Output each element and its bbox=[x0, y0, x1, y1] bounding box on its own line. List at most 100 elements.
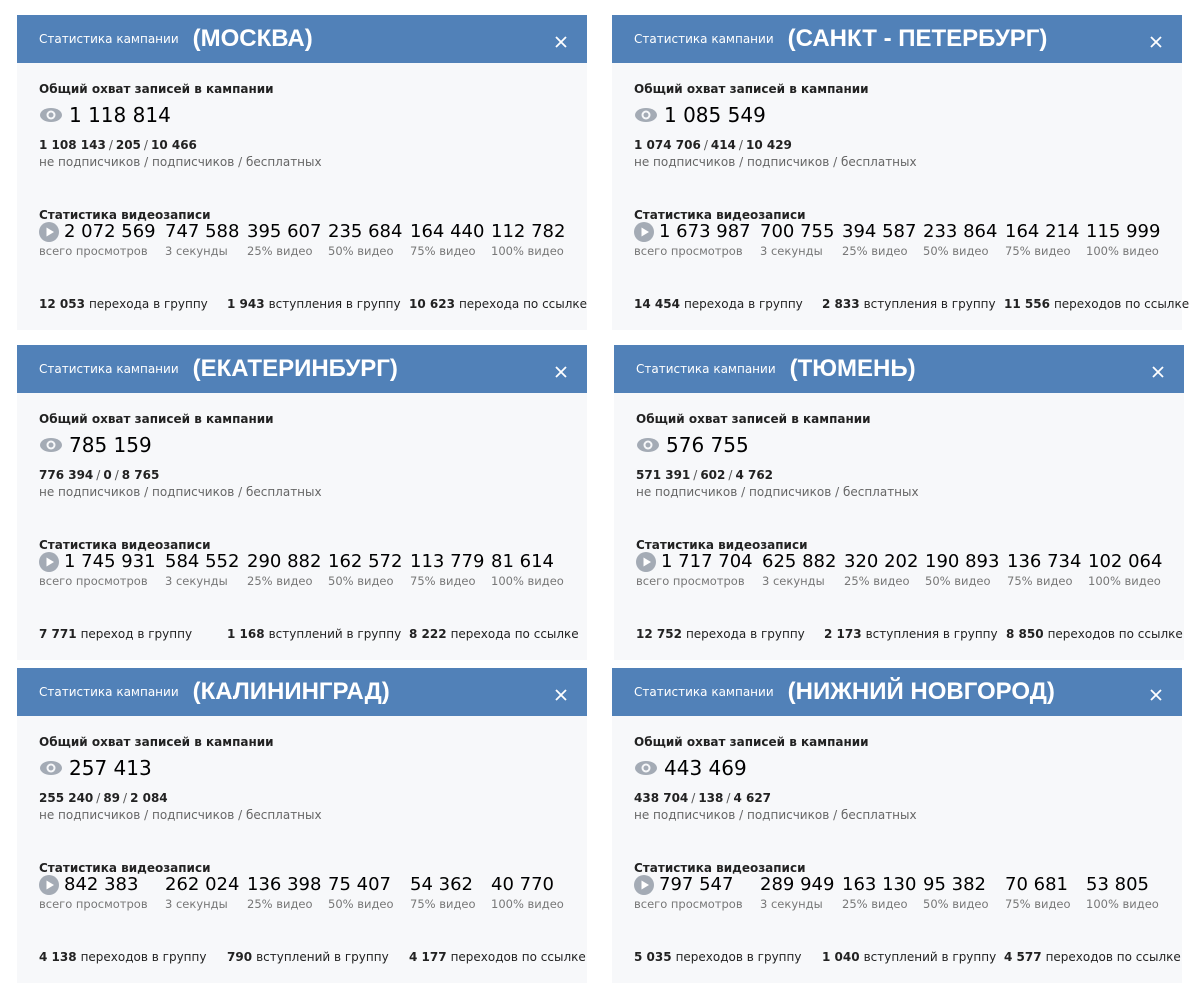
video-title: Статистика видеозаписи bbox=[39, 861, 211, 875]
video-stat: 40 770 100% видео bbox=[491, 874, 564, 911]
video-value-row: 233 864 bbox=[923, 221, 997, 242]
video-title: Статистика видеозаписи bbox=[634, 861, 806, 875]
footer-label: переходов в группу bbox=[80, 950, 207, 964]
video-stat: 164 440 75% видео bbox=[410, 221, 484, 258]
video-label: 100% видео bbox=[491, 897, 564, 911]
video-stat: 162 572 50% видео bbox=[328, 551, 402, 588]
close-button[interactable] bbox=[1150, 33, 1162, 52]
header-label: Статистика кампании bbox=[636, 362, 776, 376]
close-button[interactable] bbox=[1150, 686, 1162, 705]
reach: 785 159 bbox=[39, 433, 152, 457]
footer-stat: 12 053 перехода в группу bbox=[39, 297, 208, 311]
breakdown-value: 2 084 bbox=[130, 791, 168, 805]
video-value: 842 383 bbox=[64, 874, 139, 895]
close-button[interactable] bbox=[555, 363, 567, 382]
footer-stat: 4 577 переходов по ссылке bbox=[1004, 950, 1181, 964]
footer-label: вступлений в группу bbox=[268, 627, 402, 641]
footer-label: вступлений в группу bbox=[863, 950, 997, 964]
reach: 257 413 bbox=[39, 756, 152, 780]
footer-value: 2 173 bbox=[824, 627, 862, 641]
video-stat: 747 588 3 секунды bbox=[165, 221, 239, 258]
video-value-row: 2 072 569 bbox=[39, 221, 156, 242]
footer-value: 7 771 bbox=[39, 627, 77, 641]
video-value-row: 102 064 bbox=[1088, 551, 1162, 572]
video-label: 50% видео bbox=[923, 897, 989, 911]
separator: / bbox=[703, 138, 708, 152]
close-button[interactable] bbox=[555, 33, 567, 52]
reach-value: 257 413 bbox=[69, 756, 152, 780]
separator: / bbox=[96, 468, 101, 482]
footer-stat: 11 556 переходов по ссылке bbox=[1004, 297, 1189, 311]
footer-stat: 8 222 перехода по ссылке bbox=[409, 627, 579, 641]
video-label: 50% видео bbox=[328, 897, 394, 911]
play-icon bbox=[634, 221, 654, 242]
video-stat: 584 552 3 секунды bbox=[165, 551, 239, 588]
breakdown-caption: не подписчиков / подписчиков / бесплатны… bbox=[39, 808, 322, 822]
video-stat: 625 882 3 секунды bbox=[762, 551, 836, 588]
footer-label: переходов по ссылке bbox=[1053, 297, 1190, 311]
eye-icon bbox=[637, 438, 659, 452]
video-label: 25% видео bbox=[247, 897, 313, 911]
footer-label: переходов в группу bbox=[675, 950, 802, 964]
video-value: 112 782 bbox=[491, 221, 566, 242]
separator: / bbox=[143, 138, 148, 152]
close-button[interactable] bbox=[555, 686, 567, 705]
reach-title: Общий охват записей в кампании bbox=[39, 82, 274, 96]
video-stat: 842 383 всего просмотров bbox=[39, 874, 148, 911]
video-value-row: 53 805 bbox=[1086, 874, 1159, 895]
video-value: 233 864 bbox=[923, 221, 998, 242]
video-value-row: 113 779 bbox=[410, 551, 484, 572]
video-stat: 190 893 50% видео bbox=[925, 551, 999, 588]
footer-stat: 8 850 переходов по ссылке bbox=[1006, 627, 1183, 641]
video-label: 50% видео bbox=[328, 244, 394, 258]
video-value: 290 882 bbox=[247, 551, 322, 572]
video-stat: 115 999 100% видео bbox=[1086, 221, 1160, 258]
panel-header: Статистика кампании (ТЮМЕНЬ) bbox=[614, 345, 1184, 393]
video-value-row: 75 407 bbox=[328, 874, 394, 895]
play-icon bbox=[39, 221, 59, 242]
footer-label: вступлений в группу bbox=[256, 950, 389, 964]
reach-value: 1 085 549 bbox=[664, 103, 766, 127]
video-value: 262 024 bbox=[165, 874, 240, 895]
video-label: 25% видео bbox=[247, 244, 313, 258]
video-label: 3 секунды bbox=[760, 897, 823, 911]
stats-panel: Статистика кампании (ТЮМЕНЬ) Общий охват з… bbox=[614, 345, 1184, 660]
close-icon bbox=[555, 366, 567, 378]
play-icon bbox=[39, 551, 59, 572]
video-stat: 136 398 25% видео bbox=[247, 874, 321, 911]
footer-label: перехода по ссылке bbox=[458, 297, 588, 311]
panel-header: Статистика кампании (КАЛИНИНГРАД) bbox=[17, 668, 587, 716]
video-label: 75% видео bbox=[1005, 244, 1071, 258]
eye-icon bbox=[635, 108, 657, 122]
breakdown-value: 438 704 bbox=[634, 791, 689, 805]
reach-value: 443 469 bbox=[664, 756, 747, 780]
reach: 443 469 bbox=[634, 756, 747, 780]
footer-label: перехода в группу bbox=[685, 627, 805, 641]
video-label: 3 секунды bbox=[762, 574, 825, 588]
breakdown-caption: не подписчиков / подписчиков / бесплатны… bbox=[39, 155, 322, 169]
video-label: 25% видео bbox=[247, 574, 313, 588]
reach-value: 576 755 bbox=[666, 433, 749, 457]
breakdown-value: 205 bbox=[115, 138, 141, 152]
video-value-row: 700 755 bbox=[760, 221, 834, 242]
close-button[interactable] bbox=[1152, 363, 1164, 382]
play-icon bbox=[636, 551, 656, 572]
video-stat: 797 547 всего просмотров bbox=[634, 874, 743, 911]
video-label: всего просмотров bbox=[634, 244, 743, 258]
stats-panel: Статистика кампании (МОСКВА) Общий охват з… bbox=[17, 15, 587, 330]
breakdown-value: 602 bbox=[700, 468, 726, 482]
video-stat: 70 681 75% видео bbox=[1005, 874, 1071, 911]
video-label: 75% видео bbox=[410, 574, 476, 588]
video-value: 81 614 bbox=[491, 551, 554, 572]
footer-value: 11 556 bbox=[1004, 297, 1050, 311]
breakdown: 1 074 706/414/10 429 bbox=[634, 138, 792, 152]
stats-panel: Статистика кампании (ЕКАТЕРИНБУРГ) Общий о… bbox=[17, 345, 587, 660]
video-label: 75% видео bbox=[1007, 574, 1073, 588]
video-value-row: 797 547 bbox=[634, 874, 743, 895]
video-value-row: 115 999 bbox=[1086, 221, 1160, 242]
video-value-row: 163 130 bbox=[842, 874, 916, 895]
video-label: 3 секунды bbox=[165, 574, 228, 588]
footer-stat: 12 752 перехода в группу bbox=[636, 627, 805, 641]
video-value-row: 262 024 bbox=[165, 874, 239, 895]
video-value-row: 747 588 bbox=[165, 221, 239, 242]
